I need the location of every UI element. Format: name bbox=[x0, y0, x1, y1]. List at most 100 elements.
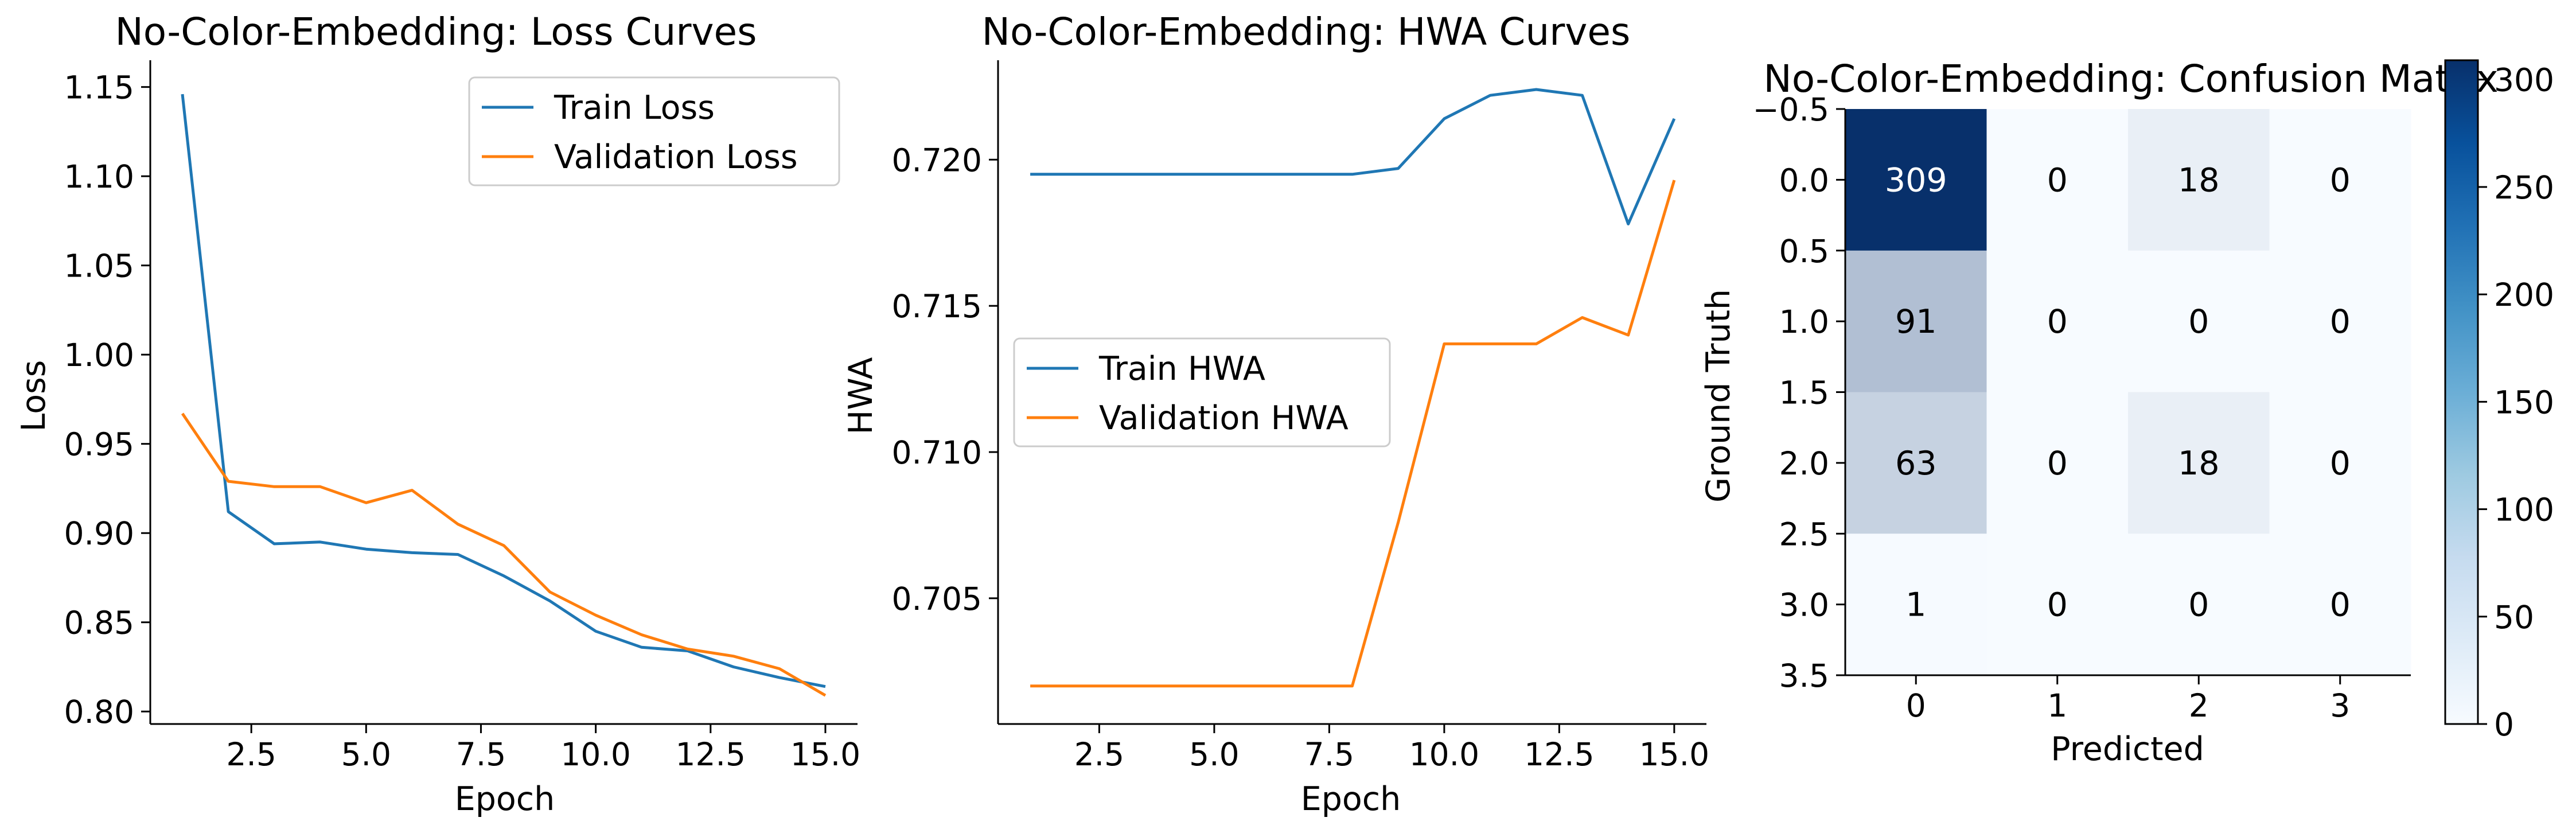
confusion-cell bbox=[2269, 534, 2411, 676]
loss-legend-label: Train Loss bbox=[554, 89, 715, 127]
loss-y-tick-label: 1.10 bbox=[64, 158, 134, 195]
confusion-cell bbox=[2269, 392, 2411, 534]
confusion-cell-value: 0 bbox=[2047, 586, 2068, 624]
confusion-cell-value: 309 bbox=[1885, 161, 1947, 199]
confusion-matrix-panel: 309 0 18 091 0 0 063 0 18 01 0 0 0 No-Color-Embeddin… bbox=[1700, 57, 2554, 768]
loss-x-tick-label: 12.5 bbox=[676, 736, 746, 773]
confusion-x-tick-label: 2 bbox=[2189, 687, 2209, 724]
confusion-x-tick-label: 3 bbox=[2330, 687, 2350, 724]
confusion-cell-value: 0 bbox=[2330, 586, 2351, 624]
colorbar-tick-label: 50 bbox=[2494, 599, 2534, 636]
colorbar bbox=[2444, 59, 2479, 725]
loss-chart-title: No-Color-Embedding: Loss Curves bbox=[115, 10, 757, 54]
hwa-y-tick-label: 0.705 bbox=[892, 581, 982, 617]
loss-y-tick-label: 0.90 bbox=[64, 515, 134, 552]
confusion-cell-value: 91 bbox=[1895, 303, 1937, 341]
confusion-y-tick-label: 1.5 bbox=[1779, 375, 1829, 411]
hwa-x-tick-label: 7.5 bbox=[1304, 736, 1354, 773]
colorbar-tick-label: 100 bbox=[2494, 492, 2554, 528]
confusion-y-tick-label: −0.5 bbox=[1752, 91, 1829, 128]
colorbar-tick-label: 300 bbox=[2494, 62, 2554, 99]
confusion-cell-value: 0 bbox=[2188, 303, 2209, 341]
confusion-cell-value: 1 bbox=[1905, 586, 1926, 624]
colorbar-tick-label: 0 bbox=[2494, 706, 2514, 743]
hwa-series-line-1 bbox=[1030, 88, 1676, 225]
hwa-x-tick-label: 10.0 bbox=[1409, 736, 1479, 773]
confusion-cell-value: 0 bbox=[2188, 586, 2209, 624]
confusion-cell-value: 0 bbox=[2047, 445, 2068, 482]
hwa-legend-label: Validation HWA bbox=[1099, 399, 1349, 437]
confusion-cell-value: 0 bbox=[2047, 303, 2068, 341]
confusion-y-tick-label: 3.0 bbox=[1779, 587, 1829, 624]
loss-legend-box bbox=[468, 76, 840, 186]
confusion-cell-value: 0 bbox=[2330, 303, 2351, 341]
loss-curves-panel: No-Color-Embedding: Loss Curves Epoch Lo… bbox=[15, 10, 860, 818]
loss-y-tick-label: 0.95 bbox=[64, 426, 134, 463]
hwa-y-tick-label: 0.720 bbox=[892, 142, 982, 178]
confusion-cell bbox=[1986, 109, 2129, 251]
hwa-y-tick-label: 0.715 bbox=[892, 288, 982, 325]
confusion-x-axis-label: Predicted bbox=[2051, 730, 2204, 768]
confusion-cell bbox=[2128, 392, 2270, 534]
colorbar-tick-label: 150 bbox=[2494, 384, 2554, 421]
hwa-x-tick-label: 5.0 bbox=[1189, 736, 1239, 773]
loss-y-tick-label: 0.80 bbox=[64, 694, 134, 730]
hwa-y-tick-label: 0.710 bbox=[892, 434, 982, 471]
confusion-cell bbox=[2128, 534, 2270, 676]
confusion-cell bbox=[2128, 109, 2270, 251]
confusion-x-tick-label: 0 bbox=[1906, 687, 1926, 724]
confusion-y-tick-label: 1.0 bbox=[1779, 303, 1829, 340]
loss-y-tick-label: 1.05 bbox=[64, 248, 134, 285]
loss-x-tick-label: 7.5 bbox=[456, 736, 506, 773]
hwa-x-tick-label: 12.5 bbox=[1524, 736, 1594, 773]
colorbar-tick-label: 200 bbox=[2494, 277, 2554, 313]
confusion-cell bbox=[1845, 109, 1987, 251]
confusion-cell-value: 0 bbox=[2047, 161, 2068, 199]
confusion-cell-value: 63 bbox=[1895, 445, 1937, 482]
confusion-y-tick-label: 3.5 bbox=[1779, 657, 1829, 694]
confusion-cell-value: 18 bbox=[2178, 445, 2220, 482]
loss-legend-label: Validation Loss bbox=[554, 138, 798, 176]
loss-y-tick-label: 0.85 bbox=[64, 605, 134, 641]
confusion-y-tick-label: 0.5 bbox=[1779, 233, 1829, 270]
hwa-series-line-2 bbox=[1030, 180, 1676, 688]
confusion-cell bbox=[1986, 534, 2129, 676]
confusion-x-tick-label: 1 bbox=[2047, 687, 2067, 724]
hwa-curves-panel: No-Color-Embedding: HWA Curves Epoch HWA… bbox=[842, 10, 1709, 818]
confusion-y-tick-label: 2.5 bbox=[1779, 516, 1829, 552]
confusion-cell bbox=[1986, 250, 2129, 392]
loss-series-line-1 bbox=[181, 94, 826, 688]
confusion-cell bbox=[2269, 250, 2411, 392]
loss-x-tick-label: 2.5 bbox=[226, 736, 276, 773]
hwa-chart-title: No-Color-Embedding: HWA Curves bbox=[982, 10, 1631, 54]
loss-y-axis-label: Loss bbox=[15, 360, 53, 431]
hwa-x-tick-label: 15.0 bbox=[1639, 736, 1709, 773]
confusion-cell bbox=[2269, 109, 2411, 251]
hwa-x-axis-label: Epoch bbox=[1301, 780, 1401, 818]
confusion-cell-value: 18 bbox=[2178, 161, 2220, 199]
loss-x-tick-label: 10.0 bbox=[560, 736, 630, 773]
colorbar-tick-label: 250 bbox=[2494, 169, 2554, 206]
confusion-cell bbox=[1845, 534, 1987, 676]
hwa-x-tick-label: 2.5 bbox=[1074, 736, 1124, 773]
confusion-cell bbox=[2128, 250, 2270, 392]
confusion-cell bbox=[1845, 250, 1987, 392]
confusion-chart-title: No-Color-Embedding: Confusion Matrix bbox=[1763, 57, 2498, 101]
loss-x-axis-label: Epoch bbox=[455, 780, 555, 818]
confusion-y-tick-label: 0.0 bbox=[1779, 162, 1829, 198]
confusion-cell-value: 0 bbox=[2330, 161, 2351, 199]
hwa-y-axis-label: HWA bbox=[842, 357, 880, 434]
loss-y-tick-label: 1.15 bbox=[64, 69, 134, 106]
loss-x-tick-label: 15.0 bbox=[790, 736, 860, 773]
confusion-cell-value: 0 bbox=[2330, 445, 2351, 482]
loss-series-line-2 bbox=[181, 412, 827, 697]
confusion-cell bbox=[1986, 392, 2129, 534]
loss-x-tick-label: 5.0 bbox=[341, 736, 391, 773]
confusion-cell bbox=[1845, 392, 1987, 534]
hwa-legend-label: Train HWA bbox=[1098, 350, 1265, 388]
confusion-y-tick-label: 2.0 bbox=[1779, 445, 1829, 482]
confusion-y-axis-label: Ground Truth bbox=[1700, 289, 1737, 503]
loss-y-tick-label: 1.00 bbox=[64, 337, 134, 373]
hwa-legend-box bbox=[1013, 337, 1391, 447]
